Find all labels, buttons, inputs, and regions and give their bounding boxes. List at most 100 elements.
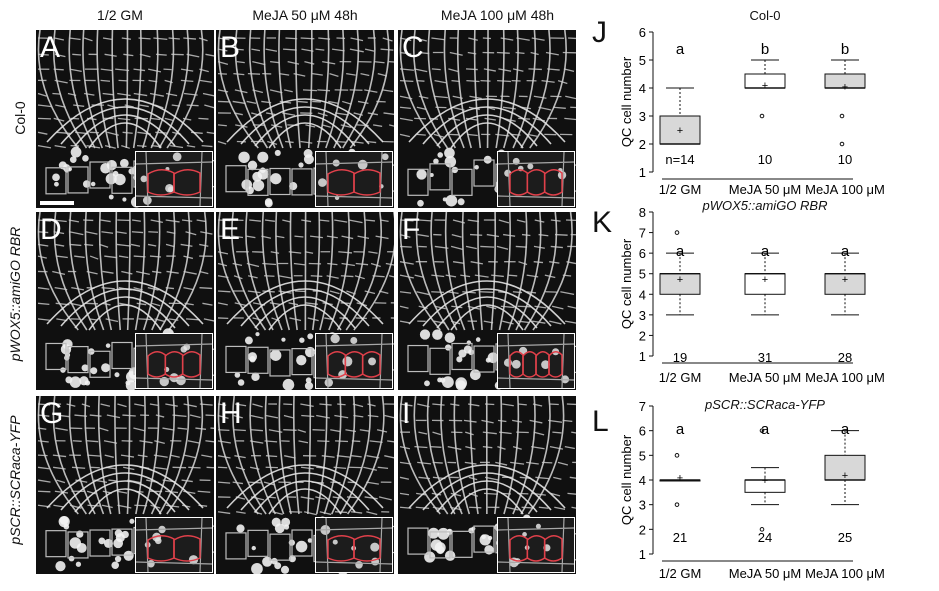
qc-inset [135, 517, 213, 573]
box-1: + [660, 454, 700, 507]
qc-inset [135, 151, 213, 207]
y-tick-label: 4 [639, 81, 646, 96]
sample-count: 19 [673, 350, 687, 365]
box-3: + [825, 60, 865, 146]
significance-letter: a [676, 243, 685, 260]
significance-letter: a [841, 243, 850, 260]
significance-letter: a [761, 243, 770, 260]
qc-inset [315, 333, 393, 389]
qc-inset [315, 151, 393, 207]
x-category-label: 1/2 GM [659, 566, 702, 581]
panel-label: H [220, 397, 242, 431]
y-tick-label: 7 [639, 226, 646, 241]
mean-marker: + [762, 274, 768, 286]
micrograph-panel-c: C [398, 30, 576, 208]
qc-inset [497, 517, 575, 573]
panel-label: A [40, 31, 60, 65]
qc-inset [135, 333, 213, 389]
qc-inset [315, 517, 393, 573]
mean-marker: + [842, 274, 848, 286]
chart-panel-letter: L [592, 405, 609, 438]
qc-inset [497, 151, 575, 207]
sample-count: 21 [673, 530, 687, 545]
sample-count: 10 [838, 152, 852, 167]
significance-letter: b [761, 41, 769, 58]
outlier-point [840, 142, 844, 146]
x-category-label: MeJA 100 μM [805, 182, 885, 197]
y-tick-label: 5 [639, 448, 646, 463]
scale-bar [40, 201, 74, 205]
chart-title: pSCR::SCRaca-YFP [704, 397, 825, 412]
panel-label: E [220, 213, 240, 247]
qc-inset [497, 333, 575, 389]
mean-marker: + [762, 80, 768, 92]
y-tick-label: 6 [639, 25, 646, 40]
y-tick-label: 4 [639, 473, 646, 488]
micrograph-panel-f: F [398, 212, 576, 390]
micrograph-panel-h: H [216, 396, 394, 574]
column-title-meja100: MeJA 100 μM 48h [410, 7, 585, 23]
y-tick-label: 8 [639, 205, 646, 220]
y-tick-label: 2 [639, 137, 646, 152]
outlier-point [840, 114, 844, 118]
x-category-label: MeJA 100 μM [805, 566, 885, 581]
chart-title: pWOX5::amiGO RBR [702, 198, 828, 213]
significance-letter: a [761, 421, 770, 438]
sample-count: 10 [758, 152, 772, 167]
mean-marker: + [842, 470, 848, 482]
panel-label: D [40, 213, 62, 247]
panel-label: G [40, 397, 63, 431]
x-category-label: 1/2 GM [659, 370, 702, 385]
sample-count: 28 [838, 350, 852, 365]
micrograph-panel-b: B [216, 30, 394, 208]
micrograph-panel-i: I [398, 396, 576, 574]
row-title-wox5: pWOX5::amiGO RBR [7, 219, 23, 369]
mean-marker: + [762, 475, 768, 487]
chart-title: Col-0 [749, 8, 780, 23]
chart-panel-letter: J [592, 16, 607, 49]
x-category-label: MeJA 50 μM [729, 370, 802, 385]
y-tick-label: 1 [639, 349, 646, 364]
mean-marker: + [677, 274, 683, 286]
mean-marker: + [677, 125, 683, 137]
box-3: + [825, 431, 865, 505]
x-category-label: MeJA 50 μM [729, 182, 802, 197]
significance-letter: a [676, 41, 685, 58]
box-2: + [745, 429, 785, 531]
sample-count: n=14 [665, 152, 694, 167]
y-tick-label: 6 [639, 424, 646, 439]
y-axis-label: QC cell number [619, 56, 634, 147]
y-tick-label: 2 [639, 522, 646, 537]
panel-label: F [402, 213, 420, 247]
sample-count: 25 [838, 530, 852, 545]
y-tick-label: 3 [639, 498, 646, 513]
row-title-scr: pSCR::SCRaca-YFP [7, 405, 23, 555]
y-tick-label: 5 [639, 53, 646, 68]
y-tick-label: 7 [639, 399, 646, 414]
box-3: + [825, 253, 865, 315]
y-tick-label: 6 [639, 246, 646, 261]
outlier-point [675, 231, 679, 235]
sample-count: 24 [758, 530, 772, 545]
y-tick-label: 2 [639, 328, 646, 343]
column-title-control: 1/2 GM [60, 7, 180, 23]
outlier-point [675, 454, 679, 458]
sample-count: 31 [758, 350, 772, 365]
y-axis-label: QC cell number [619, 434, 634, 525]
y-tick-label: 3 [639, 109, 646, 124]
y-tick-label: 5 [639, 267, 646, 282]
y-tick-label: 4 [639, 287, 646, 302]
y-tick-label: 1 [639, 165, 646, 180]
y-axis-label: QC cell number [619, 238, 634, 329]
box-1: + [660, 88, 700, 144]
box-2: + [745, 60, 785, 118]
significance-letter: a [841, 421, 850, 438]
micrograph-panel-d: D [36, 212, 214, 390]
row-title-col0: Col-0 [12, 88, 28, 148]
significance-letter: a [676, 421, 685, 438]
panel-label: C [402, 31, 424, 65]
box-2: + [745, 253, 785, 315]
